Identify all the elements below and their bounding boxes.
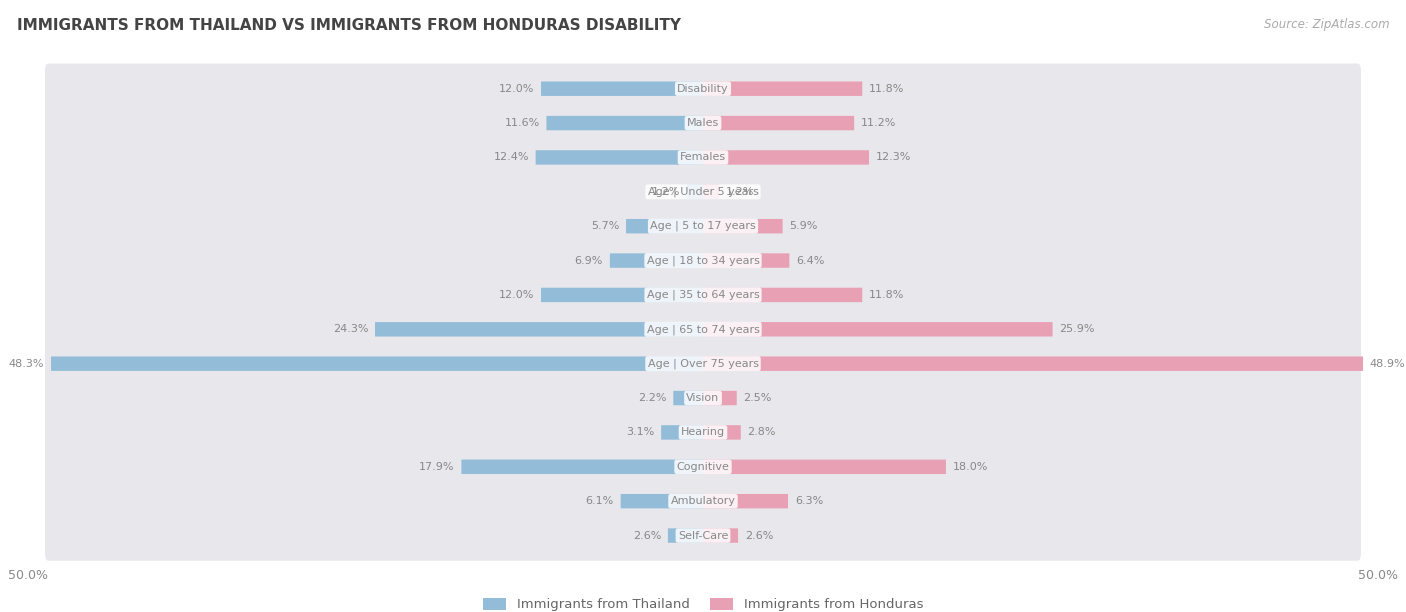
FancyBboxPatch shape bbox=[703, 391, 737, 405]
Text: 11.6%: 11.6% bbox=[505, 118, 540, 128]
FancyBboxPatch shape bbox=[703, 288, 862, 302]
Text: 11.8%: 11.8% bbox=[869, 84, 904, 94]
FancyBboxPatch shape bbox=[547, 116, 703, 130]
Text: 2.2%: 2.2% bbox=[638, 393, 666, 403]
FancyBboxPatch shape bbox=[541, 81, 703, 96]
FancyBboxPatch shape bbox=[703, 322, 1053, 337]
FancyBboxPatch shape bbox=[610, 253, 703, 268]
Text: 2.6%: 2.6% bbox=[745, 531, 773, 540]
FancyBboxPatch shape bbox=[703, 356, 1362, 371]
FancyBboxPatch shape bbox=[686, 185, 703, 199]
Text: 5.7%: 5.7% bbox=[591, 221, 619, 231]
Text: 5.9%: 5.9% bbox=[789, 221, 818, 231]
Text: 6.9%: 6.9% bbox=[575, 256, 603, 266]
Text: 11.8%: 11.8% bbox=[869, 290, 904, 300]
Text: 2.5%: 2.5% bbox=[744, 393, 772, 403]
FancyBboxPatch shape bbox=[45, 201, 1361, 252]
FancyBboxPatch shape bbox=[703, 219, 783, 233]
Text: Hearing: Hearing bbox=[681, 427, 725, 438]
FancyBboxPatch shape bbox=[45, 373, 1361, 424]
FancyBboxPatch shape bbox=[703, 460, 946, 474]
Text: Age | Over 75 years: Age | Over 75 years bbox=[648, 359, 758, 369]
Text: 3.1%: 3.1% bbox=[626, 427, 654, 438]
FancyBboxPatch shape bbox=[461, 460, 703, 474]
Text: 17.9%: 17.9% bbox=[419, 462, 454, 472]
Text: Ambulatory: Ambulatory bbox=[671, 496, 735, 506]
FancyBboxPatch shape bbox=[626, 219, 703, 233]
FancyBboxPatch shape bbox=[375, 322, 703, 337]
FancyBboxPatch shape bbox=[45, 338, 1361, 389]
Text: 48.9%: 48.9% bbox=[1369, 359, 1406, 368]
FancyBboxPatch shape bbox=[45, 64, 1361, 114]
FancyBboxPatch shape bbox=[703, 150, 869, 165]
FancyBboxPatch shape bbox=[45, 442, 1361, 492]
FancyBboxPatch shape bbox=[620, 494, 703, 509]
Text: Females: Females bbox=[681, 152, 725, 162]
Text: 1.2%: 1.2% bbox=[651, 187, 681, 197]
Text: 25.9%: 25.9% bbox=[1059, 324, 1095, 334]
FancyBboxPatch shape bbox=[668, 528, 703, 543]
FancyBboxPatch shape bbox=[45, 98, 1361, 148]
FancyBboxPatch shape bbox=[703, 116, 855, 130]
Text: IMMIGRANTS FROM THAILAND VS IMMIGRANTS FROM HONDURAS DISABILITY: IMMIGRANTS FROM THAILAND VS IMMIGRANTS F… bbox=[17, 18, 681, 34]
Text: Age | Under 5 years: Age | Under 5 years bbox=[648, 187, 758, 197]
Text: Age | 65 to 74 years: Age | 65 to 74 years bbox=[647, 324, 759, 335]
FancyBboxPatch shape bbox=[703, 81, 862, 96]
FancyBboxPatch shape bbox=[45, 236, 1361, 286]
Text: 48.3%: 48.3% bbox=[8, 359, 45, 368]
Text: 12.3%: 12.3% bbox=[876, 152, 911, 162]
Text: 6.3%: 6.3% bbox=[794, 496, 823, 506]
Text: 2.6%: 2.6% bbox=[633, 531, 661, 540]
Text: Cognitive: Cognitive bbox=[676, 462, 730, 472]
Text: Age | 18 to 34 years: Age | 18 to 34 years bbox=[647, 255, 759, 266]
Text: 24.3%: 24.3% bbox=[333, 324, 368, 334]
FancyBboxPatch shape bbox=[45, 476, 1361, 526]
FancyBboxPatch shape bbox=[703, 494, 787, 509]
Text: 12.0%: 12.0% bbox=[499, 84, 534, 94]
FancyBboxPatch shape bbox=[703, 253, 789, 268]
Text: Disability: Disability bbox=[678, 84, 728, 94]
Text: 6.4%: 6.4% bbox=[796, 256, 824, 266]
FancyBboxPatch shape bbox=[703, 425, 741, 439]
Text: 6.1%: 6.1% bbox=[586, 496, 614, 506]
Text: Self-Care: Self-Care bbox=[678, 531, 728, 540]
FancyBboxPatch shape bbox=[673, 391, 703, 405]
FancyBboxPatch shape bbox=[703, 185, 720, 199]
FancyBboxPatch shape bbox=[536, 150, 703, 165]
FancyBboxPatch shape bbox=[45, 510, 1361, 561]
Legend: Immigrants from Thailand, Immigrants from Honduras: Immigrants from Thailand, Immigrants fro… bbox=[477, 592, 929, 612]
FancyBboxPatch shape bbox=[45, 270, 1361, 320]
Text: Source: ZipAtlas.com: Source: ZipAtlas.com bbox=[1264, 18, 1389, 31]
FancyBboxPatch shape bbox=[45, 304, 1361, 354]
FancyBboxPatch shape bbox=[45, 407, 1361, 458]
Text: 2.8%: 2.8% bbox=[748, 427, 776, 438]
Text: 12.0%: 12.0% bbox=[499, 290, 534, 300]
FancyBboxPatch shape bbox=[45, 166, 1361, 217]
Text: Males: Males bbox=[688, 118, 718, 128]
Text: Age | 5 to 17 years: Age | 5 to 17 years bbox=[650, 221, 756, 231]
FancyBboxPatch shape bbox=[51, 356, 703, 371]
Text: 1.2%: 1.2% bbox=[725, 187, 755, 197]
FancyBboxPatch shape bbox=[541, 288, 703, 302]
FancyBboxPatch shape bbox=[661, 425, 703, 439]
Text: 12.4%: 12.4% bbox=[494, 152, 529, 162]
Text: 18.0%: 18.0% bbox=[953, 462, 988, 472]
Text: Vision: Vision bbox=[686, 393, 720, 403]
FancyBboxPatch shape bbox=[45, 132, 1361, 182]
Text: Age | 35 to 64 years: Age | 35 to 64 years bbox=[647, 289, 759, 300]
Text: 11.2%: 11.2% bbox=[860, 118, 896, 128]
FancyBboxPatch shape bbox=[703, 528, 738, 543]
